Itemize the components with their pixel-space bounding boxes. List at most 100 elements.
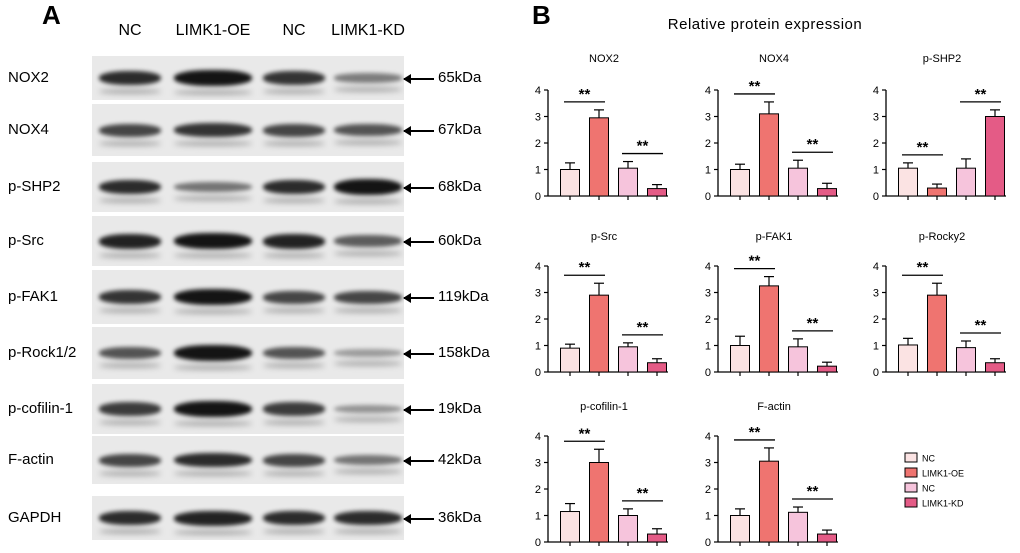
y-tick-label: 0 [535,367,541,379]
blot-background-band [99,89,161,95]
blot-row: p-Src 60kDa [0,216,500,266]
blot-image [92,496,404,540]
blot-band [174,452,252,468]
blot-band [99,123,161,137]
bar [898,344,918,373]
y-tick-label: 3 [873,288,879,300]
lane-header: NC [118,22,142,39]
bar-chart: p-FAK1 0 1 2 3 4 ** ** [705,231,838,379]
blot-row: p-FAK1 119kDa [0,270,500,324]
blot-band [174,510,252,526]
blot-image [92,216,404,266]
blot-background-band [174,421,252,426]
blot-band [263,453,325,467]
blot-background-band [99,470,161,476]
blot-protein-label: F-actin [8,451,54,468]
bar [759,460,779,543]
lane-header: LIMK1-KD [331,22,405,39]
bar-chart: p-SHP2 0 1 2 3 4 ** ** [873,53,1006,203]
blot-background-band [99,308,161,313]
blot-band [263,290,325,304]
y-tick-label: 3 [873,112,879,124]
blot-row: NOX2 65kDa [0,56,500,100]
significance-label: ** [637,138,649,155]
blot-band [334,179,402,195]
chart-title: p-Src [591,231,618,243]
band-arrow-icon [403,74,434,84]
bar [927,294,947,373]
chart-title: NOX4 [759,53,789,65]
blot-background-band [263,198,325,204]
y-tick-label: 1 [873,165,879,177]
blot-image [92,162,404,212]
chart-legend: NC LIMK1-OE NC LIMK1-KD [904,452,964,509]
y-tick-label: 4 [705,85,711,97]
blot-band [334,405,402,413]
blot-protein-label: p-FAK1 [8,288,59,305]
significance-label: ** [749,78,761,95]
bar [589,117,609,197]
y-tick-label: 4 [705,261,711,273]
y-tick-label: 4 [535,261,541,273]
blot-protein-label: GAPDH [8,509,62,526]
bar [898,167,918,197]
y-tick-label: 2 [873,138,879,150]
band-arrow-icon [403,514,434,524]
blot-band [263,510,325,526]
molecular-weight-label: 119kDa [438,288,489,305]
y-tick-label: 1 [705,165,711,177]
blot-protein-label: p-SHP2 [8,178,61,195]
y-tick-label: 3 [705,458,711,470]
blot-row: p-cofilin-1 19kDa [0,384,500,434]
blot-band [99,347,161,359]
bar [647,362,667,373]
bar [730,345,750,373]
blot-background-band [174,90,252,95]
significance-label: ** [975,86,987,103]
bar [730,515,750,543]
blot-band [99,402,161,416]
y-tick-label: 3 [705,112,711,124]
bar-chart: NOX4 0 1 2 3 4 ** ** [705,53,838,203]
bar [647,533,667,543]
significance-label: ** [579,86,591,103]
blot-row: p-Rock1/2 158kDa [0,327,500,379]
blot-background-band [334,360,402,366]
blot-background-band [174,471,252,477]
band-arrow-icon [403,293,434,303]
bar [647,188,667,197]
lane-header: NC [282,22,306,39]
band-arrow-icon [403,126,434,136]
y-tick-label: 0 [535,191,541,203]
blot-protein-label: p-cofilin-1 [8,400,74,417]
blot-background-band [99,419,161,425]
bar [759,285,779,373]
blot-band [174,401,252,417]
bar [956,167,976,197]
blot-background-band [174,365,252,370]
lane-header: LIMK1-OE [175,22,251,39]
blot-image [92,270,404,324]
blot-background-band [334,417,402,422]
blot-row: GAPDH 36kDa [0,496,500,540]
blot-band [174,289,252,305]
chart-title: p-cofilin-1 [580,401,628,413]
blot-band [263,402,325,416]
bar [817,533,837,543]
blot-band [174,233,252,249]
blot-background-band [263,470,325,476]
blot-protein-label: NOX2 [8,69,49,86]
blot-band [334,455,402,465]
blot-background-band [334,140,402,145]
blot-background-band [334,86,402,92]
y-tick-label: 1 [535,341,541,353]
blot-band [99,510,161,526]
legend-swatch [904,452,918,463]
bar [788,167,808,197]
blot-band [334,124,402,136]
bar [817,188,837,197]
blot-background-band [263,252,325,258]
blot-protein-label: NOX4 [8,121,49,138]
blot-band [99,453,161,467]
